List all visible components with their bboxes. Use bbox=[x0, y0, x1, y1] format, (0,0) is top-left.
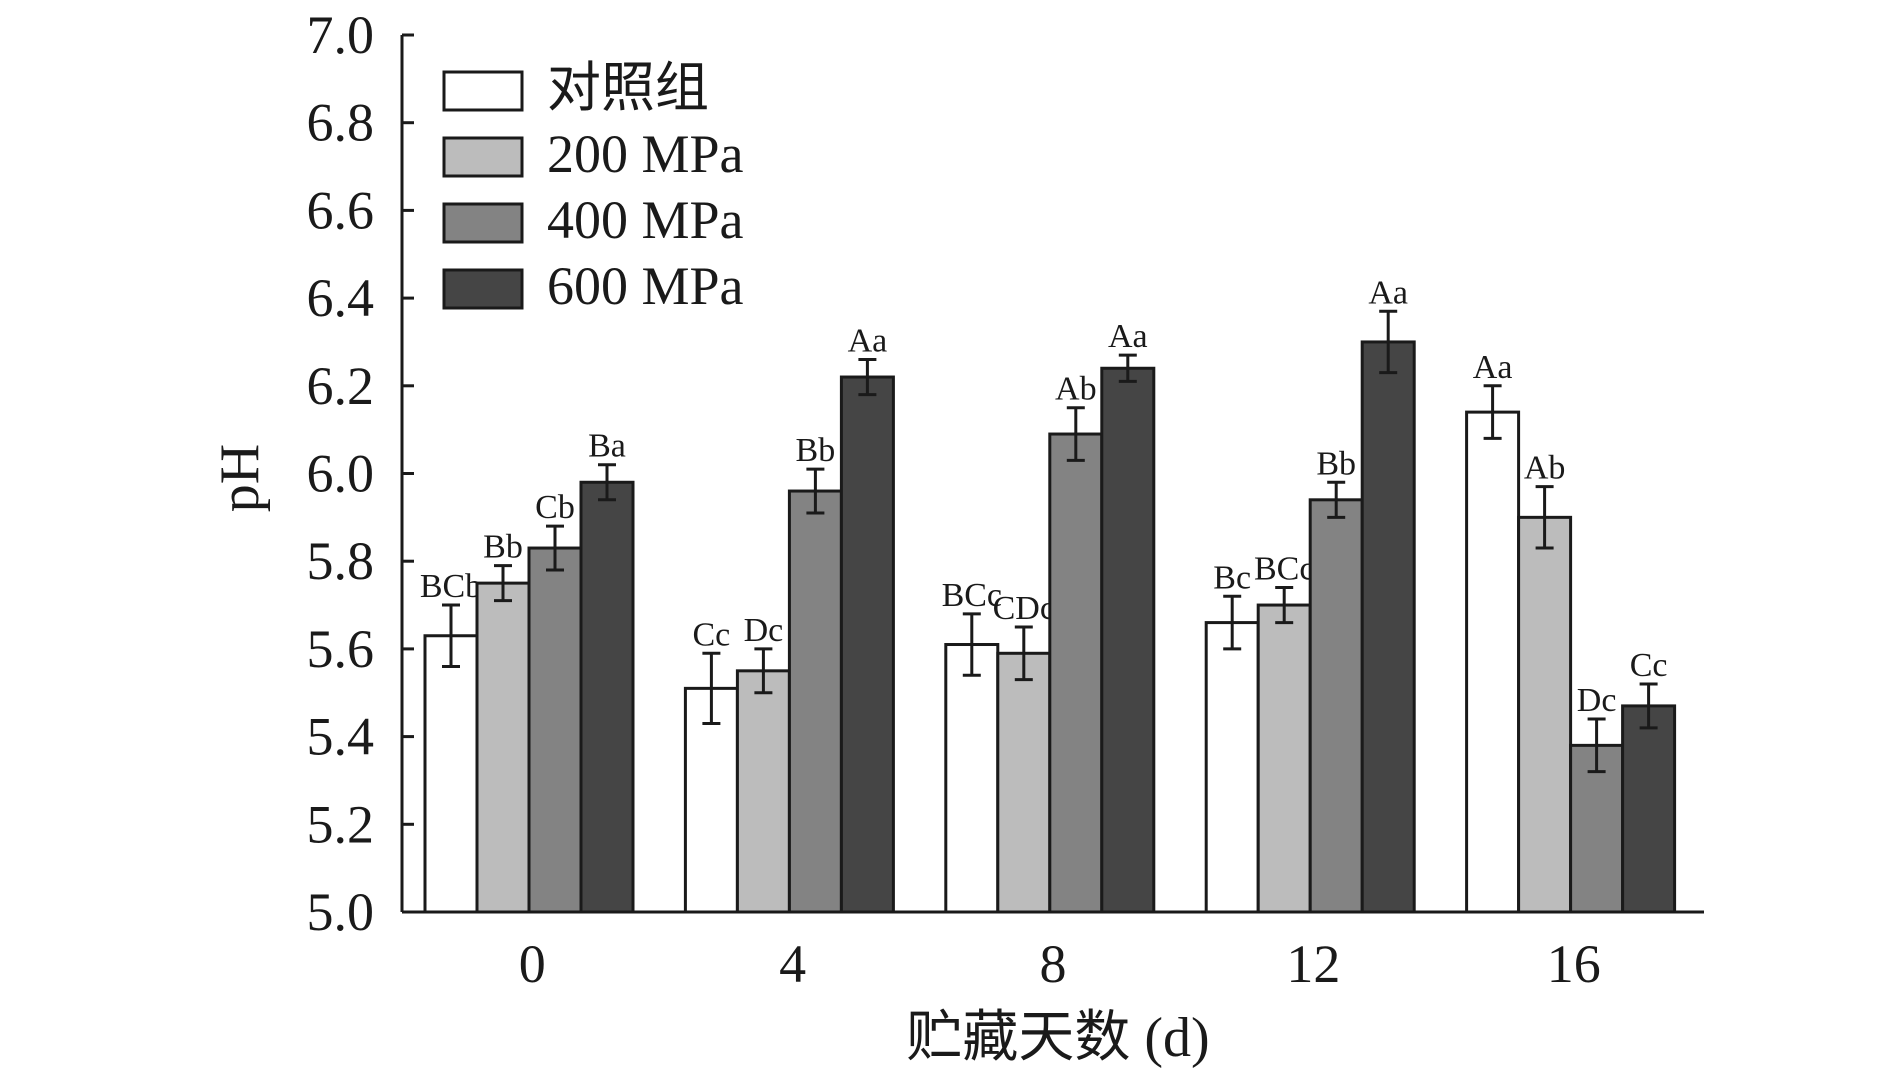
legend-swatch bbox=[442, 202, 524, 244]
significance-label: Aa bbox=[848, 322, 888, 359]
significance-label: Dc bbox=[744, 612, 784, 649]
bar bbox=[1360, 340, 1416, 914]
bar bbox=[1465, 410, 1521, 914]
x-tick-label: 12 bbox=[1286, 934, 1340, 994]
plot-area: 5.05.25.45.65.86.06.26.46.66.87.00BCbBbC… bbox=[307, 5, 1704, 994]
legend-swatch bbox=[442, 70, 524, 112]
bar bbox=[527, 546, 583, 914]
bar bbox=[1204, 621, 1260, 914]
legend-swatch bbox=[442, 268, 524, 310]
significance-label: Ab bbox=[1524, 450, 1566, 487]
y-tick-label: 6.4 bbox=[307, 268, 375, 328]
y-tick-label: 6.8 bbox=[307, 93, 375, 153]
y-tick-label: 5.8 bbox=[307, 531, 375, 591]
x-axis-title: 贮藏天数 (d) bbox=[906, 1007, 1209, 1069]
significance-label: Aa bbox=[1108, 318, 1148, 355]
y-tick-label: 5.4 bbox=[307, 707, 375, 767]
significance-label: BCc bbox=[942, 577, 1002, 614]
y-tick-label: 6.6 bbox=[307, 180, 375, 240]
bar bbox=[475, 581, 531, 914]
significance-label: Aa bbox=[1368, 274, 1408, 311]
significance-label: BCc bbox=[1254, 551, 1314, 588]
bar bbox=[996, 651, 1052, 914]
significance-label: CDc bbox=[993, 590, 1055, 627]
significance-label: Bb bbox=[796, 432, 836, 469]
y-tick-label: 7.0 bbox=[307, 5, 375, 65]
significance-label: Ab bbox=[1055, 371, 1097, 408]
significance-label: Ba bbox=[588, 428, 626, 465]
bar bbox=[1308, 498, 1364, 914]
legend-label: 600 MPa bbox=[547, 256, 744, 316]
y-tick-label: 6.2 bbox=[307, 356, 375, 416]
significance-label: Bb bbox=[1316, 445, 1356, 482]
x-tick-label: 0 bbox=[519, 934, 546, 994]
y-tick-label: 5.2 bbox=[307, 794, 375, 854]
significance-label: Bb bbox=[483, 529, 523, 566]
significance-label: BCb bbox=[420, 568, 482, 605]
legend-label: 400 MPa bbox=[547, 190, 744, 250]
bar bbox=[839, 375, 895, 914]
significance-label: Cc bbox=[1630, 647, 1668, 684]
significance-label: Dc bbox=[1577, 682, 1617, 719]
legend-label: 对照组 bbox=[547, 58, 709, 118]
legend-swatch bbox=[442, 136, 524, 178]
y-axis-title: pH bbox=[209, 444, 271, 512]
bar bbox=[1256, 603, 1312, 914]
bar bbox=[735, 669, 791, 914]
bar bbox=[944, 643, 1000, 914]
significance-label: Bc bbox=[1213, 559, 1251, 596]
bar bbox=[1048, 432, 1104, 914]
significance-label: Cb bbox=[535, 489, 575, 526]
bar bbox=[787, 489, 843, 914]
x-tick-label: 8 bbox=[1040, 934, 1067, 994]
bar bbox=[1100, 366, 1156, 914]
significance-label: Aa bbox=[1473, 349, 1513, 386]
x-tick-label: 16 bbox=[1547, 934, 1601, 994]
bar bbox=[579, 480, 635, 914]
legend-label: 200 MPa bbox=[547, 124, 744, 184]
significance-label: Cc bbox=[693, 616, 731, 653]
bar bbox=[1517, 515, 1573, 914]
x-tick-label: 4 bbox=[779, 934, 806, 994]
bar bbox=[1621, 704, 1677, 914]
y-tick-label: 5.6 bbox=[307, 619, 375, 679]
y-tick-label: 6.0 bbox=[307, 444, 375, 504]
bar bbox=[683, 686, 739, 914]
bar bbox=[423, 634, 479, 914]
y-tick-label: 5.0 bbox=[307, 882, 375, 942]
